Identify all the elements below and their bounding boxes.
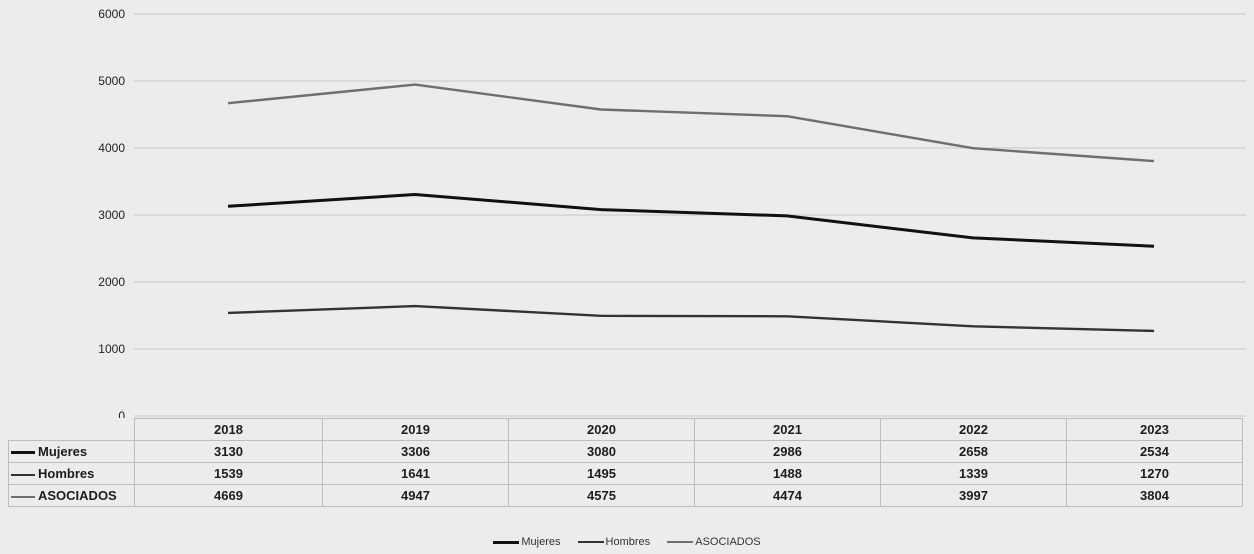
data-table: 2018 2019 2020 2021 2022 2023 Mujeres 31… — [8, 418, 1243, 507]
table-cell: 1539 — [134, 462, 323, 485]
table-cell: 4669 — [134, 484, 323, 507]
legend-label: Hombres — [605, 536, 651, 548]
line-chart: 0 1000 2000 3000 4000 5000 6000 — [98, 7, 1246, 418]
table-cell: 2534 — [1066, 440, 1243, 463]
table-cell: 4947 — [322, 484, 509, 507]
series-line-hombres — [227, 304, 1155, 333]
legend-item-mujeres: Mujeres — [493, 536, 560, 548]
legend-item-hombres: Hombres — [577, 536, 651, 548]
series-label-text: Mujeres — [38, 444, 88, 459]
series-label-asociados: ASOCIADOS — [8, 484, 135, 507]
table-cell: 1339 — [880, 462, 1067, 485]
chart-legend: Mujeres Hombres ASOCIADOS — [0, 536, 1254, 548]
year-cell: 2022 — [880, 418, 1067, 441]
y-tick-label: 2000 — [98, 275, 125, 289]
year-cell: 2021 — [694, 418, 881, 441]
mujeres-legend-key — [11, 451, 35, 455]
legend-label: ASOCIADOS — [695, 536, 761, 548]
mujeres-legend-line — [493, 540, 520, 544]
table-row: ASOCIADOS 4669 4947 4575 4474 3997 3804 — [8, 484, 1243, 507]
table-cell: 3080 — [508, 440, 695, 463]
table-cell: 4474 — [694, 484, 881, 507]
legend-label: Mujeres — [521, 536, 561, 548]
hombres-legend-line — [577, 541, 604, 544]
asociados-legend-line — [667, 541, 694, 544]
hombres-legend-key — [11, 473, 35, 476]
table-cell: 2658 — [880, 440, 1067, 463]
y-tick-label: 6000 — [98, 7, 125, 21]
y-tick-label: 0 — [118, 409, 125, 418]
y-tick-label: 3000 — [98, 208, 125, 222]
series-label-text: Hombres — [38, 466, 95, 481]
y-tick-label: 5000 — [98, 74, 125, 88]
table-row: Mujeres 3130 3306 3080 2986 2658 2534 — [8, 440, 1243, 463]
y-tick-label: 1000 — [98, 342, 125, 356]
table-cell: 1488 — [694, 462, 881, 485]
asociados-legend-key — [11, 495, 35, 498]
year-cell: 2018 — [134, 418, 323, 441]
table-row: Hombres 1539 1641 1495 1488 1339 1270 — [8, 462, 1243, 485]
legend-item-asociados: ASOCIADOS — [667, 536, 761, 548]
year-cell: 2019 — [322, 418, 509, 441]
series-line-asociados — [227, 83, 1155, 163]
y-axis: 0 1000 2000 3000 4000 5000 6000 — [98, 7, 125, 418]
table-cell: 3130 — [134, 440, 323, 463]
table-corner — [8, 418, 135, 441]
year-cell: 2023 — [1066, 418, 1243, 441]
table-header-row: 2018 2019 2020 2021 2022 2023 — [8, 418, 1243, 441]
gridlines — [134, 13, 1246, 417]
table-cell: 4575 — [508, 484, 695, 507]
table-cell: 3997 — [880, 484, 1067, 507]
table-cell: 1495 — [508, 462, 695, 485]
table-cell: 2986 — [694, 440, 881, 463]
series-label-text: ASOCIADOS — [38, 488, 117, 503]
table-cell: 1270 — [1066, 462, 1243, 485]
year-cell: 2020 — [508, 418, 695, 441]
table-cell: 1641 — [322, 462, 509, 485]
table-cell: 3804 — [1066, 484, 1243, 507]
table-cell: 3306 — [322, 440, 509, 463]
series-lines — [227, 83, 1155, 333]
y-tick-label: 4000 — [98, 141, 125, 155]
series-label-hombres: Hombres — [8, 462, 135, 485]
series-label-mujeres: Mujeres — [8, 440, 135, 463]
series-line-mujeres — [227, 193, 1155, 248]
